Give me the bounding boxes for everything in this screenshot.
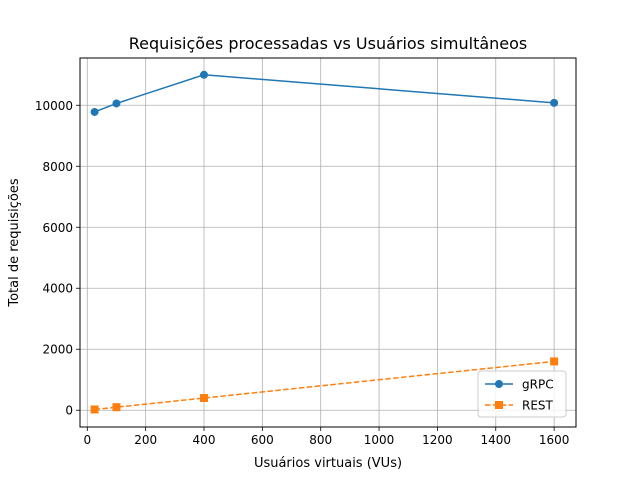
series-line-grpc [94,74,555,113]
data-point-grpc [112,99,121,108]
data-point-rest [200,394,208,403]
chart-title: Requisições processadas vs Usuários simu… [129,34,528,53]
series-line-rest [94,360,555,411]
x-tick-label: 1400 [480,433,511,447]
legend: gRPC REST [477,370,567,418]
legend-marker-grpc [495,380,503,388]
x-tick-label: 400 [193,433,216,447]
x-tick-label: 1000 [364,433,395,447]
x-tick-label: 600 [251,433,274,447]
y-tick-label: 4000 [42,282,73,296]
plot-frame [79,57,577,428]
y-tick-label: 2000 [42,343,73,357]
x-tick-label: 0 [83,433,91,447]
x-tick-label: 800 [309,433,332,447]
legend-label-rest: REST [522,399,554,413]
data-point-rest [112,403,121,412]
y-tick-label: 10000 [35,99,73,113]
legend-marker-rest [495,401,503,409]
y-tick-label: 6000 [42,221,73,235]
tick-layer: 0 200 400 600 800 1000 1200 1400 1600 0 2000 4000 60… [35,99,570,447]
data-point-rest [90,405,99,414]
x-axis-label: Usuários virtuais (VUs) [254,456,402,471]
data-point-grpc [550,98,559,107]
data-point-grpc [200,70,208,79]
data-point-rest [550,357,559,366]
data-point-grpc [90,107,99,116]
legend-label-grpc: gRPC [522,378,554,392]
series-layer [90,70,559,414]
x-tick-label: 200 [134,433,157,447]
y-tick-label: 0 [65,404,73,418]
y-axis-label: Total de requisições [7,178,22,308]
y-tick-label: 8000 [42,160,73,174]
x-tick-label: 1600 [539,433,570,447]
x-tick-label: 1200 [422,433,453,447]
